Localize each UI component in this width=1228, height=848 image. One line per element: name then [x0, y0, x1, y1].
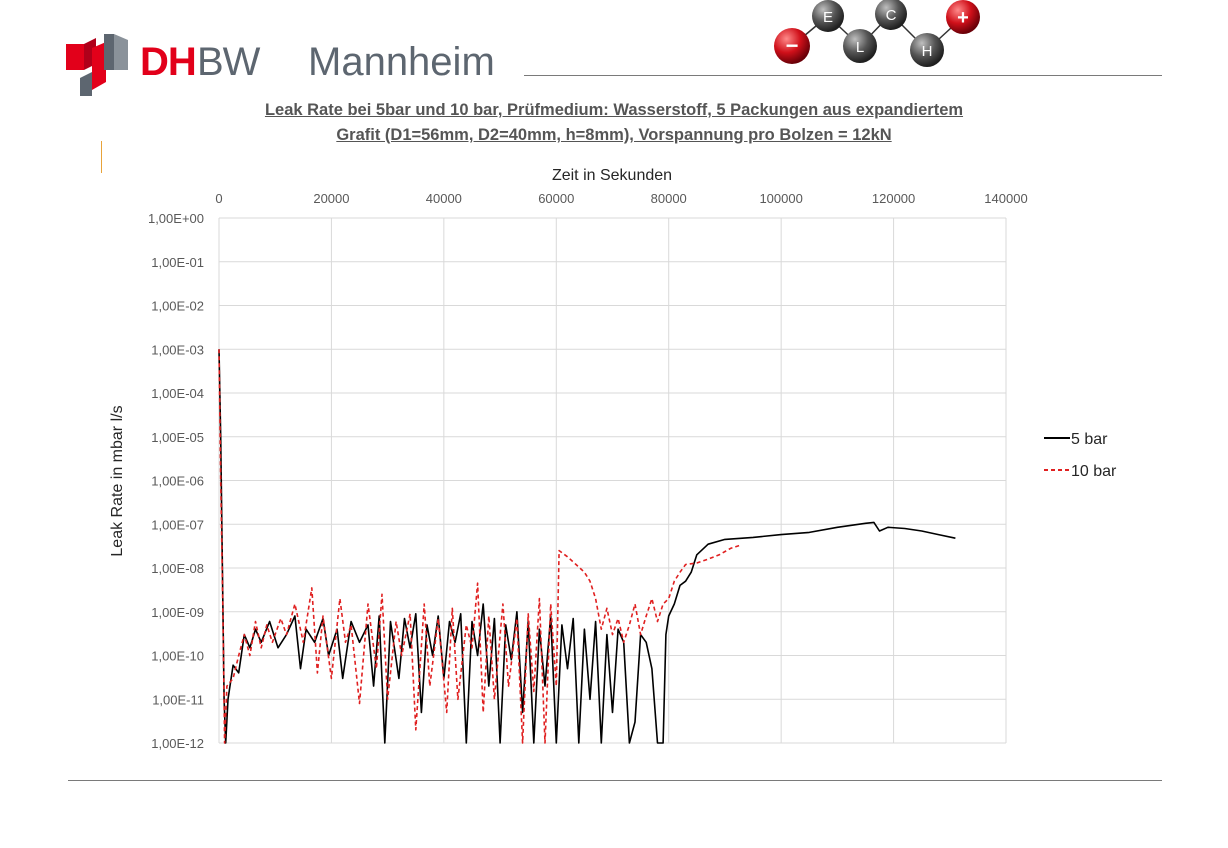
atom-label-c: C — [886, 7, 897, 24]
x-tick-label: 100000 — [759, 191, 802, 206]
legend-label: 10 bar — [1071, 463, 1117, 480]
y-tick-label: 1,00E-12 — [151, 736, 204, 751]
x-tick-label: 80000 — [651, 191, 687, 206]
x-tick-label: 20000 — [313, 191, 349, 206]
logo-text-dh: DH — [140, 40, 197, 84]
logo-text-city: Mannheim — [308, 40, 495, 84]
plus-sign: + — [957, 7, 969, 29]
atom-label-e: E — [823, 9, 833, 26]
y-tick-label: 1,00E-03 — [151, 342, 204, 357]
atom-c: C — [875, 0, 907, 30]
x-tick-label: 120000 — [872, 191, 915, 206]
x-tick-label: 140000 — [984, 191, 1027, 206]
y-tick-label: 1,00E-10 — [151, 649, 204, 664]
chart-series-lines — [218, 349, 956, 744]
y-tick-label: 1,00E-04 — [151, 386, 204, 401]
y-tick-label: 1,00E+00 — [148, 211, 204, 226]
atom-e: E — [812, 0, 844, 32]
y-tick-label: 1,00E-11 — [152, 692, 204, 707]
dhbw-logo-mark-icon — [66, 34, 128, 96]
atom-label-h: H — [922, 43, 933, 60]
y-tick-label: 1,00E-09 — [151, 605, 204, 620]
minus-atom: − — [774, 28, 810, 64]
chart-title-line-2: Grafit (D1=56mm, D2=40mm, h=8mm), Vorspa… — [336, 126, 892, 144]
y-tick-label: 1,00E-02 — [151, 299, 204, 314]
y-axis-ticks: 1,00E+00 1,00E-01 1,00E-02 1,00E-03 1,00E-04… — [148, 211, 204, 751]
x-axis-ticks: 0 20000 40000 60000 80000 100000 120000 140000 — [215, 191, 1027, 206]
y-tick-label: 1,00E-07 — [151, 517, 204, 532]
series-line-5-bar — [218, 349, 956, 744]
dhbw-logo: DH BW Mannheim — [66, 34, 506, 96]
header-divider — [524, 75, 1162, 76]
footer-divider — [68, 780, 1162, 781]
chart-title: Leak Rate bei 5bar und 10 bar, Prüfmediu… — [160, 98, 1068, 148]
atom-label-l: L — [856, 39, 864, 56]
logo-text-bw: BW — [197, 40, 260, 84]
atom-h: H — [910, 33, 944, 67]
y-tick-label: 1,00E-08 — [151, 561, 204, 576]
x-tick-label: 40000 — [426, 191, 462, 206]
side-accent-line — [101, 141, 102, 173]
chart-gridlines — [218, 217, 1007, 744]
y-tick-label: 1,00E-06 — [151, 474, 204, 489]
chart-legend: 5 bar 10 bar — [1044, 431, 1117, 480]
electrochemistry-molecule-logo: − E L C H + — [774, 0, 980, 67]
y-tick-label: 1,00E-01 — [151, 255, 204, 270]
plus-atom: + — [946, 0, 980, 34]
chart-title-line-1: Leak Rate bei 5bar und 10 bar, Prüfmediu… — [264, 101, 964, 119]
x-axis-title: Zeit in Sekunden — [552, 167, 672, 184]
atom-l: L — [843, 29, 877, 63]
y-tick-label: 1,00E-05 — [151, 430, 204, 445]
minus-sign: − — [786, 33, 799, 58]
legend-label: 5 bar — [1071, 431, 1108, 448]
x-tick-label: 60000 — [538, 191, 574, 206]
x-tick-label: 0 — [215, 191, 222, 206]
y-axis-title: Leak Rate in mbar l/s — [109, 405, 126, 556]
series-line-10-bar — [218, 349, 743, 744]
